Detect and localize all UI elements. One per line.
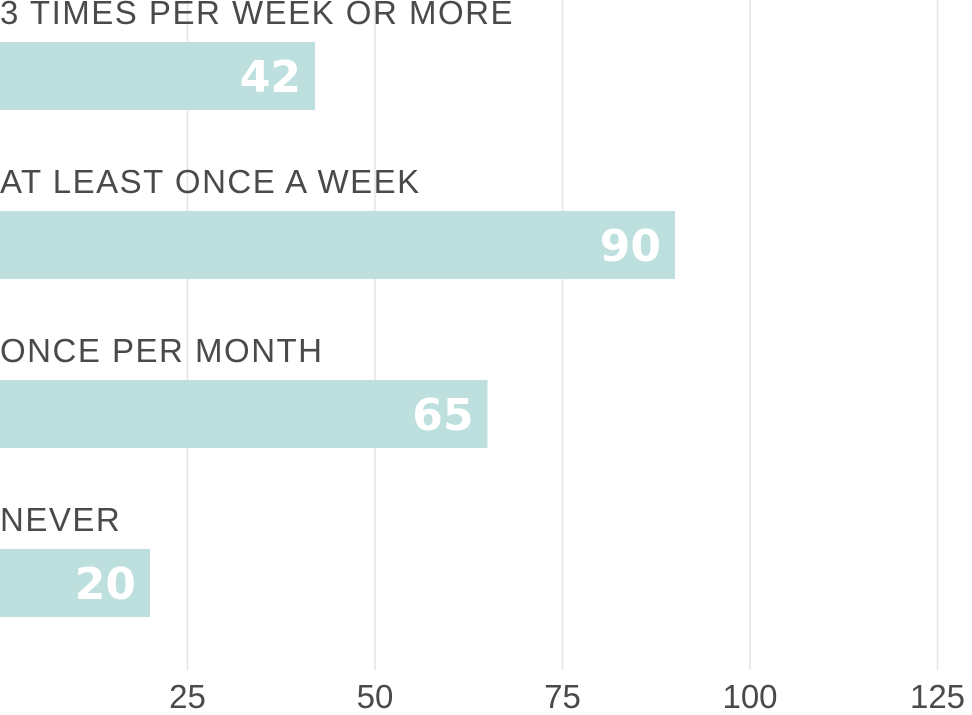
bar-value-label: 90 <box>600 221 661 272</box>
x-axis-ticks: 25 50 75 100 125 <box>169 678 965 715</box>
bar <box>0 549 150 617</box>
bar-value-label: 42 <box>240 52 301 103</box>
bar <box>0 380 488 448</box>
gridlines <box>186 0 939 670</box>
category-label: NEVER <box>0 501 121 538</box>
bars: 3 TIMES PER WEEK OR MORE 42 AT LEAST ONCE … <box>0 0 675 617</box>
bar <box>0 211 675 279</box>
bar-value-label: 20 <box>75 559 136 610</box>
x-tick-label: 25 <box>169 678 206 715</box>
bar-value-label: 65 <box>412 390 473 441</box>
category-label: ONCE PER MONTH <box>0 332 324 369</box>
x-tick-label: 125 <box>910 678 965 715</box>
category-label: 3 TIMES PER WEEK OR MORE <box>0 0 514 31</box>
bar <box>0 42 315 110</box>
category-label: AT LEAST ONCE A WEEK <box>0 163 421 200</box>
x-tick-label: 75 <box>544 678 581 715</box>
x-tick-label: 100 <box>722 678 777 715</box>
x-tick-label: 50 <box>357 678 394 715</box>
